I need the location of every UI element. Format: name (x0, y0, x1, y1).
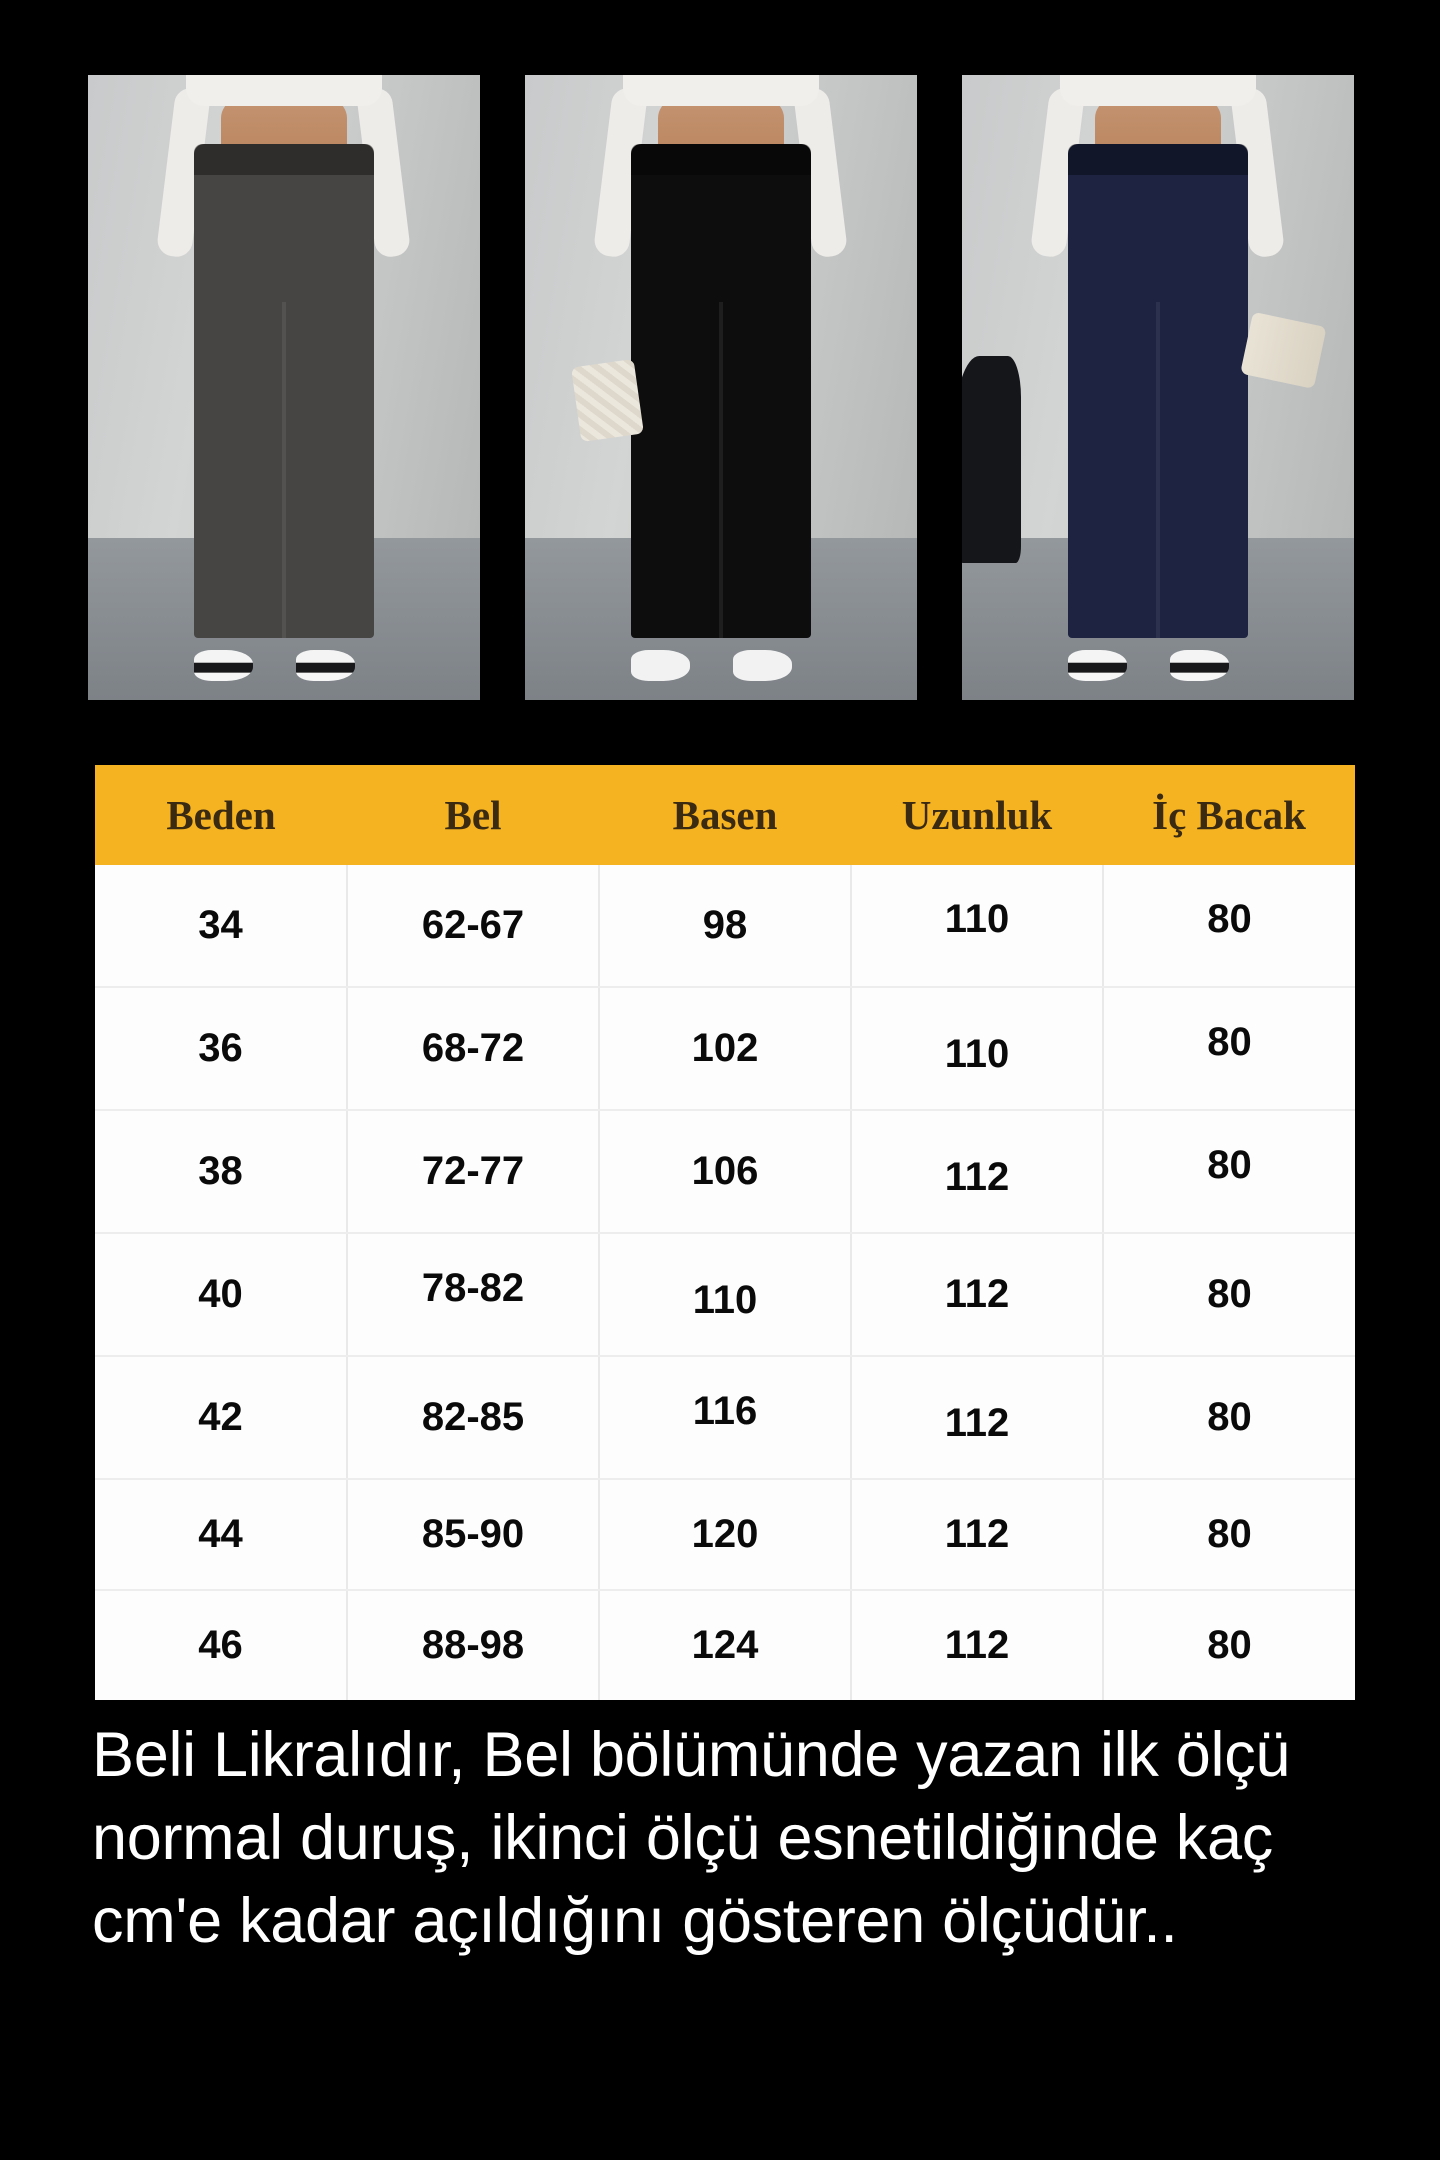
size-chart-value-cell: 80 (1103, 865, 1355, 988)
size-chart-column-header: Uzunluk (851, 765, 1103, 865)
size-chart-value-cell: 112 (851, 1356, 1104, 1480)
size-chart-column-header: Bel (347, 765, 599, 865)
product-photo-strip (88, 75, 1356, 700)
measurement-note: Beli Likralıdır, Bel bölümünde yazan ilk… (92, 1714, 1382, 1963)
crop-top (623, 75, 819, 107)
size-chart-row: 40 78-82 110 112 80 (95, 1233, 1355, 1357)
crop-top (1060, 75, 1256, 107)
wide-leg-trousers (630, 143, 812, 638)
crop-top (186, 75, 382, 107)
size-chart-size-cell: 44 (95, 1479, 348, 1591)
measurement-note-line: cm'e kadar açıldığını gösteren ölçüdür.. (92, 1886, 1178, 1957)
size-chart-value-cell: 112 (851, 1233, 1104, 1357)
size-chart-body: 34 62-67 98 110 80 36 68-72 102 110 80 38 72-77 106 1… (95, 865, 1355, 1700)
product-photo (962, 75, 1354, 700)
size-chart-header: Beden Bel Basen Uzunluk İç Bacak (95, 765, 1355, 865)
sneaker-left (1067, 650, 1127, 682)
size-chart-row: 36 68-72 102 110 80 (95, 987, 1355, 1111)
wide-leg-trousers (1067, 143, 1249, 638)
size-chart-value-cell: 102 (599, 987, 852, 1111)
size-chart-value-cell: 112 (851, 1110, 1104, 1234)
size-chart-row: 34 62-67 98 110 80 (95, 865, 1355, 988)
clutch-bag (571, 358, 644, 442)
measurement-note-line: normal duruş, ikinci ölçü esnetildiğinde… (92, 1803, 1273, 1874)
size-chart-value-cell: 80 (1103, 1479, 1355, 1591)
size-chart-value-cell: 110 (851, 865, 1104, 988)
size-chart-value-cell: 80 (1103, 1110, 1355, 1234)
size-chart-size-cell: 38 (95, 1110, 348, 1234)
size-chart-row: 46 88-98 124 112 80 (95, 1590, 1355, 1700)
sneaker-right (295, 650, 355, 682)
size-chart-row: 38 72-77 106 112 80 (95, 1110, 1355, 1234)
size-chart-value-cell: 68-72 (347, 987, 600, 1111)
wide-leg-trousers (193, 143, 375, 638)
size-chart-value-cell: 112 (851, 1590, 1104, 1700)
size-chart-row: 44 85-90 120 112 80 (95, 1479, 1355, 1591)
size-chart-value-cell: 110 (599, 1233, 852, 1357)
size-chart-column-header: Beden (95, 765, 347, 865)
size-chart-value-cell: 98 (599, 865, 852, 988)
size-chart-value-cell: 80 (1103, 1356, 1355, 1480)
size-chart-value-cell: 80 (1103, 1590, 1355, 1700)
size-chart-value-cell: 85-90 (347, 1479, 600, 1591)
size-chart-size-cell: 42 (95, 1356, 348, 1480)
measurement-note-line: Beli Likralıdır, Bel bölümünde yazan ilk… (92, 1720, 1291, 1790)
sneaker-left (630, 650, 690, 682)
size-chart-value-cell: 120 (599, 1479, 852, 1591)
size-chart-column-header: İç Bacak (1103, 765, 1355, 865)
size-chart-value-cell: 110 (851, 987, 1104, 1111)
floor-cushion (962, 356, 1021, 563)
size-chart-value-cell: 72-77 (347, 1110, 600, 1234)
size-chart-value-cell: 124 (599, 1590, 852, 1700)
size-chart-table: Beden Bel Basen Uzunluk İç Bacak 34 62-67 98 11… (95, 765, 1355, 1700)
size-chart-value-cell: 80 (1103, 987, 1355, 1111)
sneaker-left (193, 650, 253, 682)
sneaker-right (732, 650, 792, 682)
size-chart-size-cell: 46 (95, 1590, 348, 1700)
size-chart-value-cell: 80 (1103, 1233, 1355, 1357)
sneaker-right (1169, 650, 1229, 682)
size-chart-size-cell: 40 (95, 1233, 348, 1357)
size-chart-value-cell: 88-98 (347, 1590, 600, 1700)
size-chart-header-row: Beden Bel Basen Uzunluk İç Bacak (95, 765, 1355, 865)
size-chart-column-header: Basen (599, 765, 851, 865)
size-chart-size-cell: 34 (95, 865, 348, 988)
size-chart-value-cell: 62-67 (347, 865, 600, 988)
size-chart-value-cell: 106 (599, 1110, 852, 1234)
size-chart-value-cell: 112 (851, 1479, 1104, 1591)
size-chart-row: 42 82-85 116 112 80 (95, 1356, 1355, 1480)
trouser-waistband (1067, 143, 1249, 175)
size-chart-value-cell: 116 (599, 1356, 852, 1480)
size-chart-value-cell: 78-82 (347, 1233, 600, 1357)
trouser-waistband (630, 143, 812, 175)
product-photo (525, 75, 917, 700)
size-chart-value-cell: 82-85 (347, 1356, 600, 1480)
trouser-waistband (193, 143, 375, 175)
product-photo (88, 75, 480, 700)
size-chart-size-cell: 36 (95, 987, 348, 1111)
